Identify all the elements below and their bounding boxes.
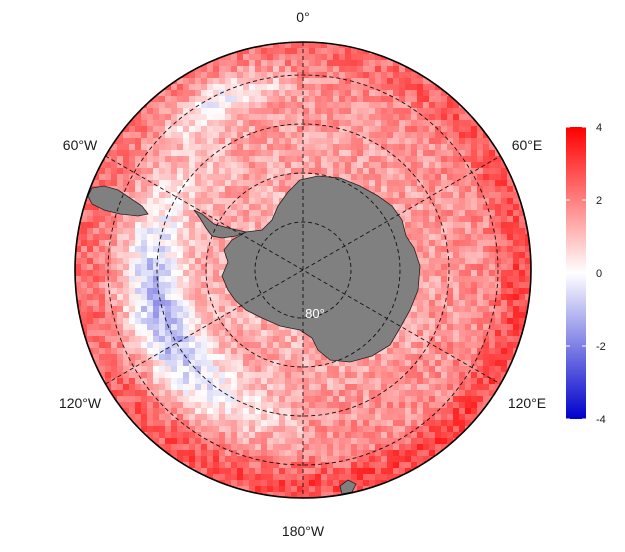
lon-label-180w: 180°W bbox=[282, 523, 325, 539]
parallel-80 bbox=[254, 221, 352, 319]
lon-label-120w: 120°W bbox=[59, 395, 102, 411]
colorbar-tick-label: -4 bbox=[596, 414, 606, 426]
meridian-120w-60e bbox=[105, 155, 501, 385]
colorbar-tick-label: 2 bbox=[596, 195, 602, 207]
lon-label-0: 0° bbox=[296, 9, 309, 25]
lon-label-60w: 60°W bbox=[63, 137, 98, 153]
new-zealand-islet bbox=[339, 479, 357, 495]
south-america-tip bbox=[87, 185, 149, 217]
graticule bbox=[105, 42, 501, 498]
antarctic-peninsula bbox=[193, 209, 248, 239]
colorbar-ticks: 4 2 0 -2 -4 bbox=[566, 122, 606, 426]
meridian-60w-120e bbox=[105, 155, 501, 385]
colorbar-ramp bbox=[566, 127, 586, 419]
lon-label-120e: 120°E bbox=[508, 395, 546, 411]
parallel-70 bbox=[205, 172, 401, 368]
colorbar-tick-label: 4 bbox=[596, 122, 602, 134]
lat-label-80: 80° bbox=[305, 306, 325, 321]
colorbar-tick-label: -2 bbox=[596, 341, 606, 353]
colorbar-tick-label: 0 bbox=[596, 268, 602, 280]
colorbar: 4 2 0 -2 -4 bbox=[566, 122, 606, 426]
lon-label-60e: 60°E bbox=[512, 137, 543, 153]
parallel-50 bbox=[107, 74, 499, 466]
antarctica bbox=[221, 175, 421, 363]
parallel-60 bbox=[156, 123, 450, 417]
antarctica-landmass bbox=[87, 175, 421, 495]
map-border bbox=[74, 41, 532, 499]
